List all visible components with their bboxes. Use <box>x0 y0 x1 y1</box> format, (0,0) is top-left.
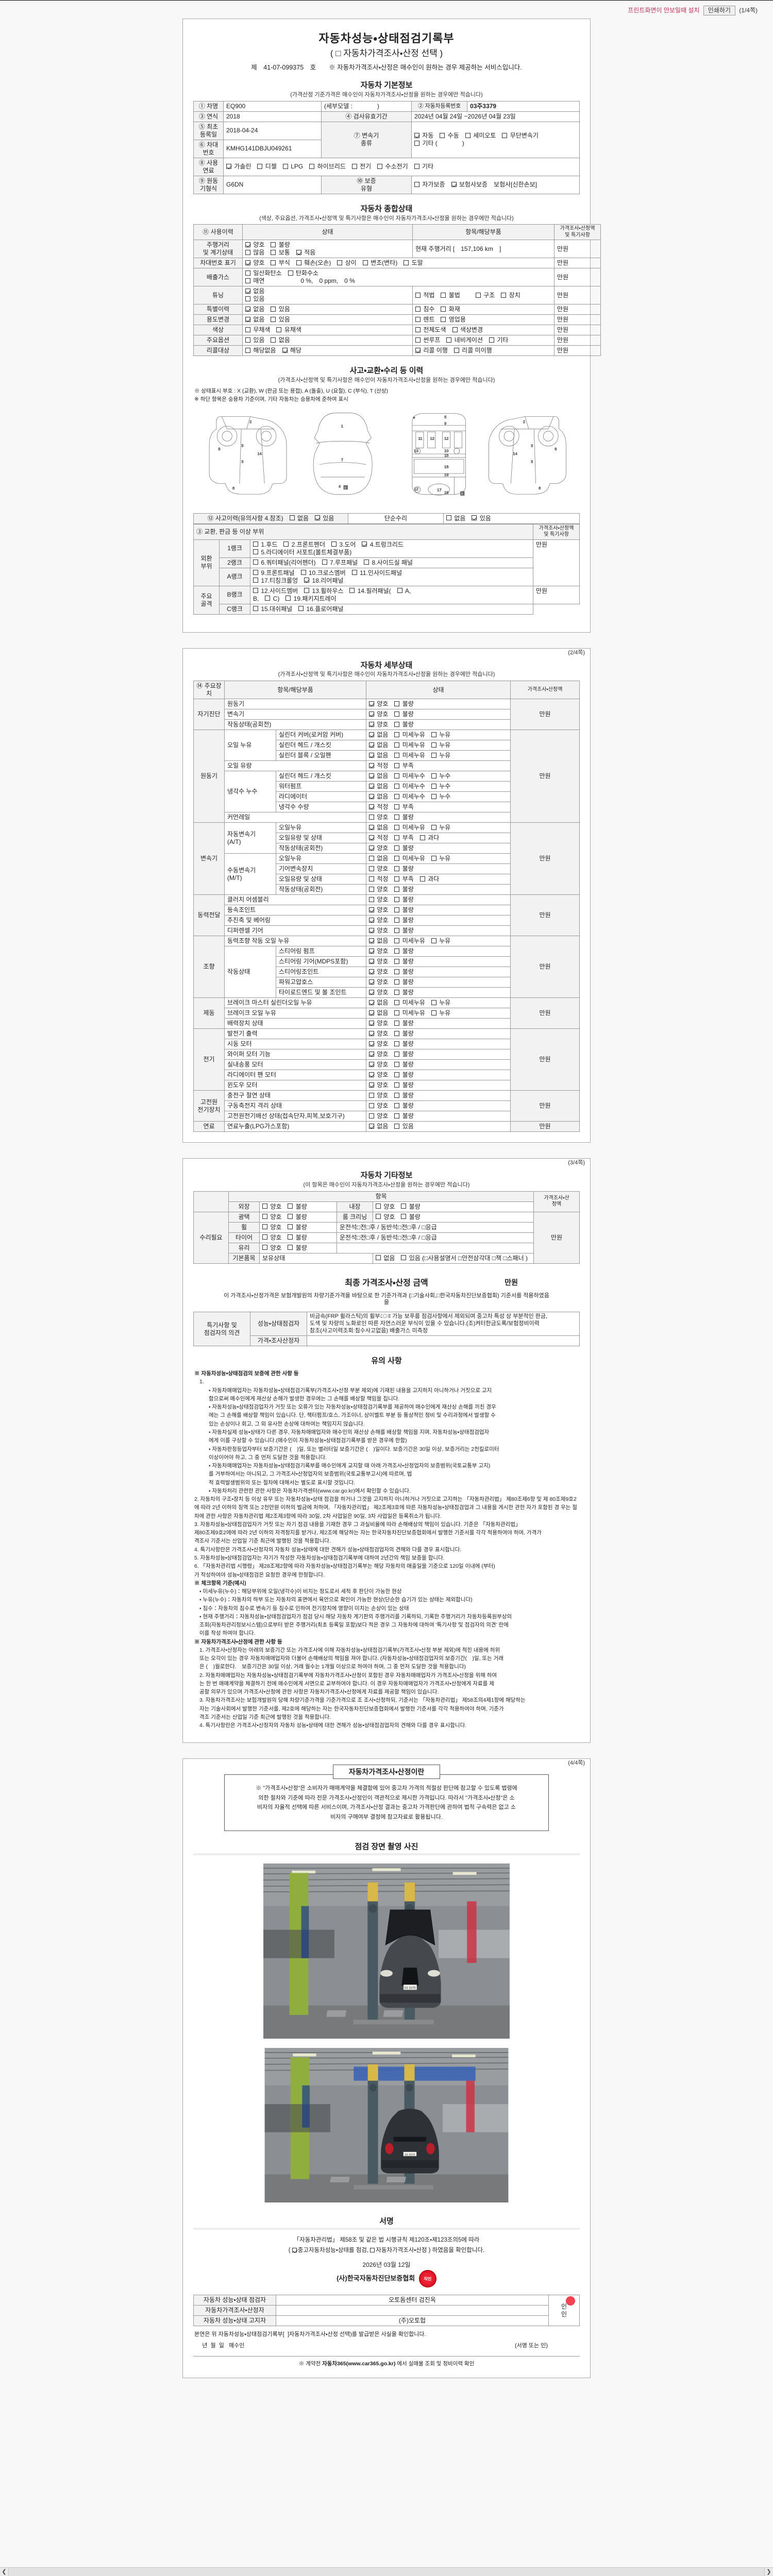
svg-text:1: 1 <box>341 424 343 429</box>
svg-text:14: 14 <box>257 452 261 456</box>
svg-text:14: 14 <box>513 452 517 456</box>
svg-text:8: 8 <box>554 447 557 452</box>
svg-text:19: 19 <box>444 472 448 477</box>
svg-text:12: 12 <box>414 487 418 492</box>
svg-text:9: 9 <box>444 421 446 426</box>
svg-text:12: 12 <box>430 436 434 441</box>
svg-text:3: 3 <box>241 460 243 464</box>
svg-text:3: 3 <box>531 460 533 464</box>
svg-text:15: 15 <box>444 453 448 458</box>
svg-text:7: 7 <box>341 457 343 462</box>
svg-text:11: 11 <box>418 436 423 441</box>
svg-text:12: 12 <box>444 436 448 441</box>
svg-text:3: 3 <box>241 444 243 448</box>
svg-text:10: 10 <box>444 449 448 453</box>
svg-text:6: 6 <box>539 486 541 491</box>
svg-text:18: 18 <box>444 490 448 495</box>
svg-text:13: 13 <box>414 449 418 453</box>
svg-text:6: 6 <box>232 486 234 491</box>
svg-text:X: X <box>344 486 346 490</box>
svg-text:2: 2 <box>523 419 525 424</box>
svg-text:X: X <box>461 493 463 496</box>
svg-text:3: 3 <box>531 444 533 448</box>
svg-text:16: 16 <box>444 465 448 469</box>
svg-text:03 3379: 03 3379 <box>405 1987 416 1990</box>
svg-text:4: 4 <box>339 484 341 489</box>
svg-text:2: 2 <box>249 419 251 424</box>
svg-text:5: 5 <box>444 415 446 419</box>
svg-text:8: 8 <box>218 447 220 452</box>
svg-text:17: 17 <box>437 488 441 493</box>
svg-text:03 3379: 03 3379 <box>405 2154 415 2157</box>
